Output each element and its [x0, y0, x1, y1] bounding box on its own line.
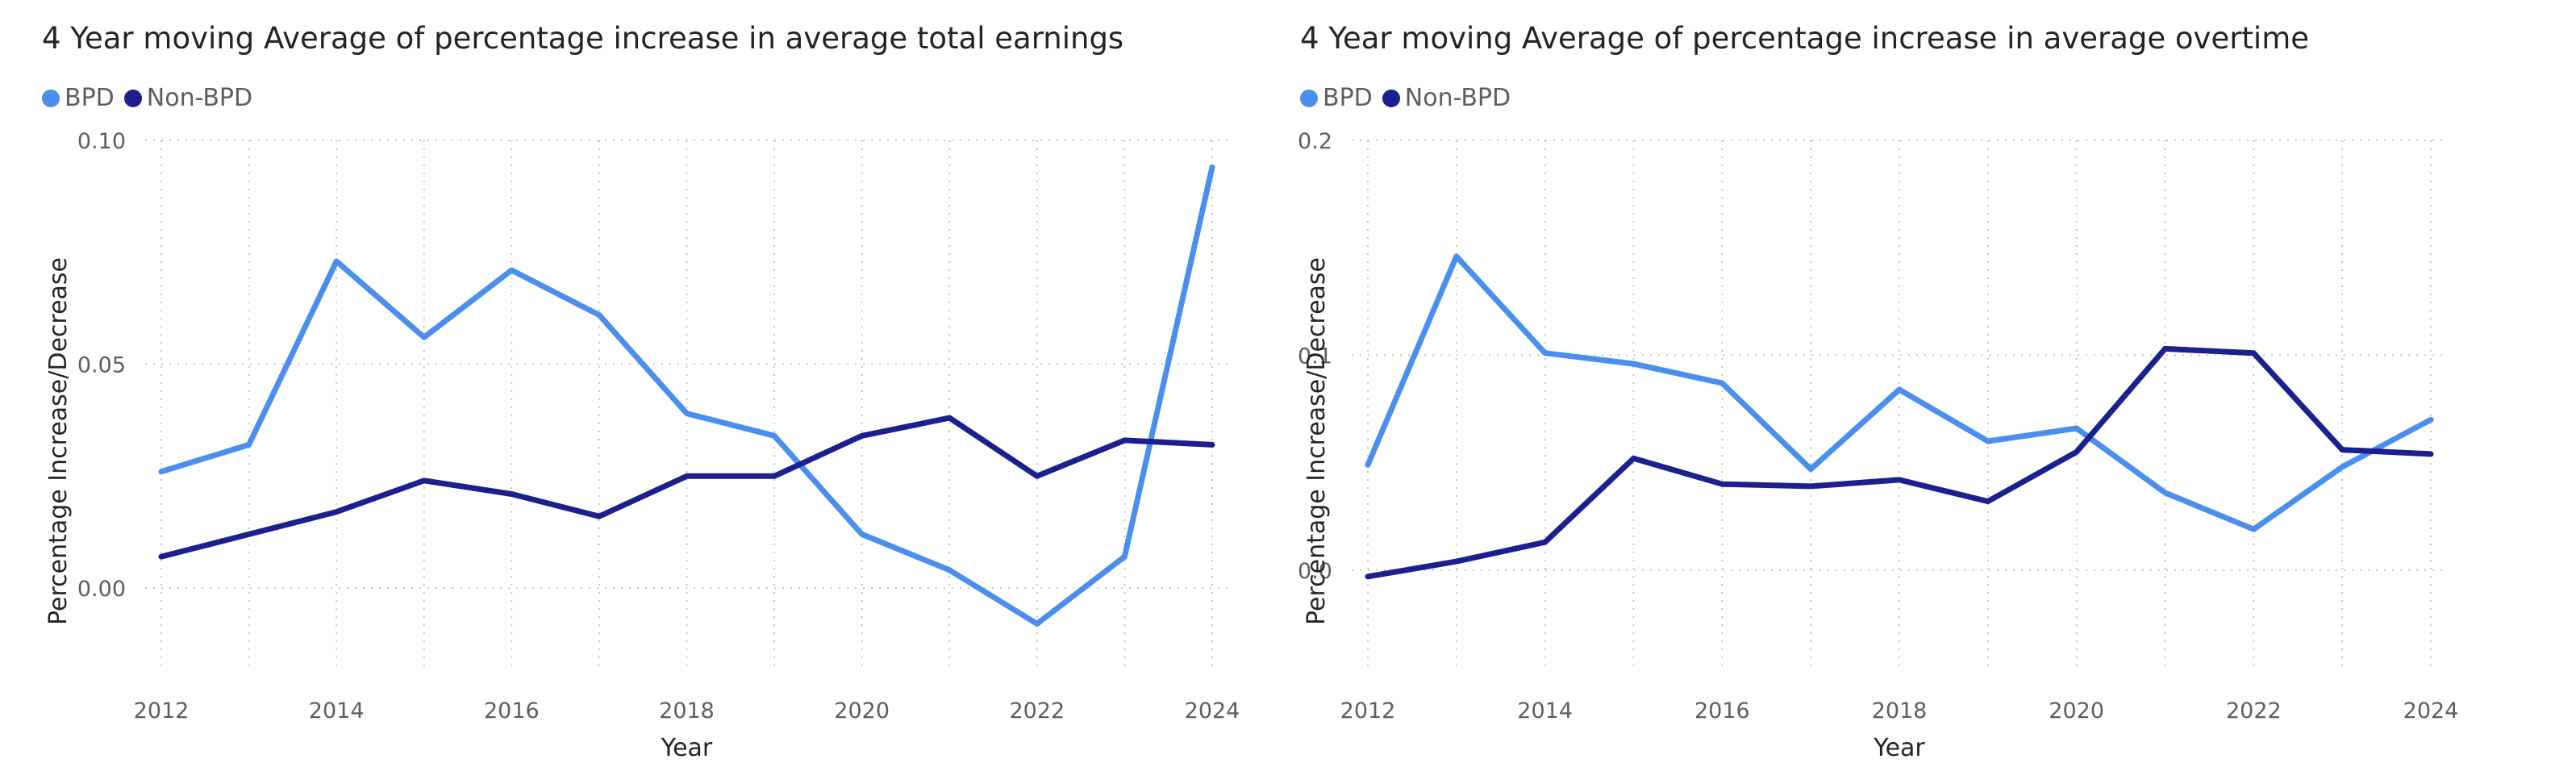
x-axis-title: Year: [661, 734, 713, 762]
x-tick-label: 2014: [1517, 699, 1573, 724]
y-tick-label: 0.0: [1298, 559, 1332, 584]
y-tick-label: 0.1: [1298, 344, 1332, 369]
chart-legend: BPD Non-BPD: [1300, 84, 1520, 112]
legend-label: Non-BPD: [146, 84, 253, 112]
x-tick-label: 2020: [2049, 699, 2104, 724]
overtime-chart-panel: 4 Year moving Average of percentage incr…: [1258, 0, 2576, 784]
x-tick-label: 2024: [1185, 699, 1240, 724]
y-tick-label: 0.10: [77, 129, 126, 154]
x-tick-label: 2022: [1009, 699, 1065, 724]
chart-title: 4 Year moving Average of percentage incr…: [42, 21, 1124, 56]
overtime-line-chart: 0.0 0.1 0.2 2012 2014 2016 2018 2020 2022 2024 Yea…: [1298, 129, 2459, 762]
x-tick-label: 2012: [1340, 699, 1396, 724]
bpd-series-line[interactable]: [1365, 253, 2434, 532]
y-axis-title: Percentage Increase/Decrease: [44, 257, 73, 625]
x-tick-label: 2024: [2403, 699, 2459, 724]
x-axis-title: Year: [1873, 734, 1925, 762]
earnings-line-chart: 0.00 0.05 0.10 2012 2014 2016 2018 2020 2022 2024…: [44, 129, 1240, 762]
legend-item-non-bpd[interactable]: Non-BPD: [1382, 84, 1511, 112]
y-axis-title: Percentage Increase/Decrease: [1303, 257, 1331, 625]
legend-item-non-bpd[interactable]: Non-BPD: [123, 84, 253, 112]
y-tick-label: 0.05: [77, 353, 126, 378]
chart-title: 4 Year moving Average of percentage incr…: [1300, 21, 2310, 56]
x-tick-label: 2014: [309, 699, 365, 724]
x-tick-label: 2016: [1694, 699, 1750, 724]
bpd-legend-marker-icon: [1300, 89, 1318, 107]
y-tick-label: 0.00: [77, 577, 126, 602]
legend-item-bpd[interactable]: BPD: [1300, 84, 1373, 112]
x-tick-label: 2018: [659, 699, 715, 724]
bpd-legend-marker-icon: [42, 89, 60, 107]
x-tick-label: 2016: [484, 699, 540, 724]
x-tick-label: 2012: [134, 699, 190, 724]
x-tick-label: 2018: [1872, 699, 1928, 724]
chart-legend: BPD Non-BPD: [42, 84, 262, 112]
legend-item-bpd[interactable]: BPD: [42, 84, 115, 112]
x-tick-label: 2022: [2226, 699, 2282, 724]
earnings-chart-panel: 4 Year moving Average of percentage incr…: [0, 0, 1258, 784]
non-bpd-legend-marker-icon: [1382, 89, 1400, 107]
x-tick-label: 2020: [834, 699, 890, 724]
non-bpd-series-line[interactable]: [1365, 345, 2434, 580]
legend-label: BPD: [65, 84, 115, 112]
y-tick-label: 0.2: [1298, 129, 1332, 154]
non-bpd-series-line[interactable]: [158, 415, 1215, 560]
legend-label: Non-BPD: [1404, 84, 1511, 112]
legend-label: BPD: [1323, 84, 1373, 112]
bpd-series-line[interactable]: [158, 164, 1215, 627]
non-bpd-legend-marker-icon: [123, 89, 142, 107]
